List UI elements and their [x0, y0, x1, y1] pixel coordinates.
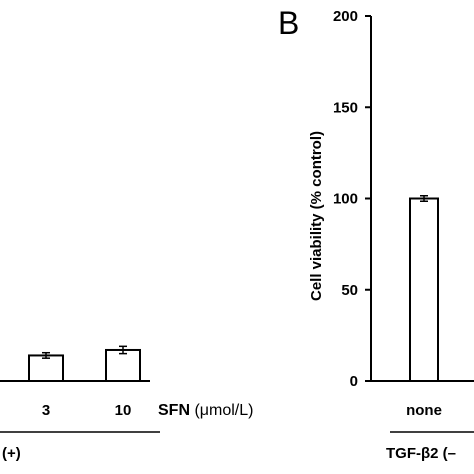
panel-b-group-label: TGF-β2 (–: [386, 445, 456, 462]
panel-a-bar-3: [28, 354, 64, 383]
panel-b-error-bar-none: [420, 195, 428, 202]
panel-a-bars: [28, 348, 141, 383]
panel-a-error-bar-10: [119, 345, 127, 355]
panel-b-y-tick-label-100: 100: [333, 191, 358, 208]
panel-b-y-ticks: 0 50 100 150 200: [333, 8, 371, 390]
panel-b-bar-none: [409, 197, 439, 382]
panel-a-x-label-name: SFN: [158, 402, 190, 419]
panel-a-x-label-unit: (μmol/L): [190, 402, 253, 419]
panel-b-bars: [409, 197, 439, 382]
panel-b-tick-label-none: none: [406, 402, 442, 419]
panel-b-label: B: [278, 5, 299, 41]
panel-b-y-tick-label-150: 150: [333, 99, 358, 116]
panel-a-error-bars: [42, 345, 127, 359]
panel-a-tick-label-10: 10: [115, 402, 132, 419]
panel-a-tick-label-3: 3: [42, 402, 50, 419]
panel-b-y-tick-label-50: 50: [341, 282, 358, 299]
panel-b-y-axis-label: Cell viability (% control): [308, 131, 325, 301]
panel-b-y-tick-label-200: 200: [333, 8, 358, 25]
panel-a-bar-10: [105, 348, 141, 383]
panel-b-error-bars: [420, 195, 428, 202]
panel-b-y-tick-label-0: 0: [350, 373, 358, 390]
panel-a-error-bar-3: [42, 351, 50, 359]
panel-b: B Cell viability (% control) 0 50 100 150 20…: [278, 5, 474, 462]
panel-a-group-label: (+): [2, 445, 21, 462]
panel-a-x-label: SFN (μmol/L): [158, 402, 253, 419]
panel-a: 3 10 SFN (μmol/L) (+): [0, 345, 253, 462]
